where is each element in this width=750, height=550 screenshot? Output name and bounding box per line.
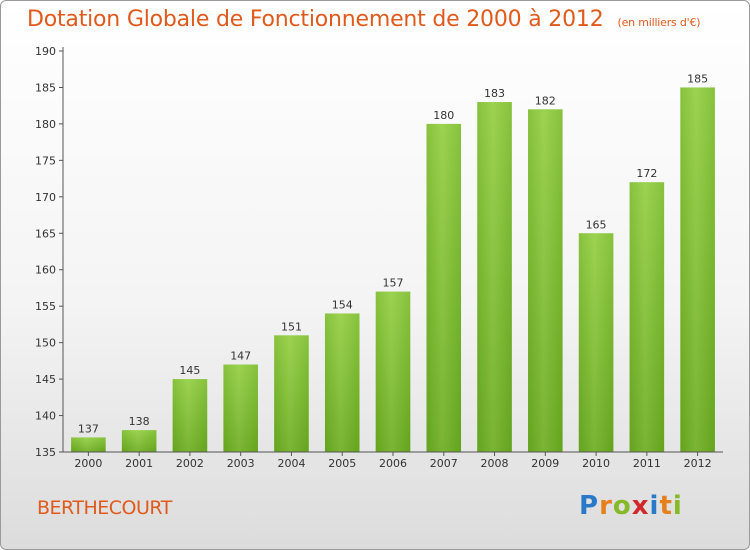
value-label: 182: [535, 94, 556, 107]
x-tick-label: 2003: [227, 457, 255, 470]
x-tick-label: 2004: [277, 457, 305, 470]
x-tick-label: 2011: [633, 457, 661, 470]
y-tick-label: 185: [35, 81, 56, 94]
value-label: 147: [230, 350, 251, 363]
logo-letter: t: [659, 491, 673, 521]
x-tick-label: 2001: [125, 457, 153, 470]
logo-letter: i: [672, 491, 683, 521]
bar-shine-2009: [528, 109, 563, 452]
y-tick-label: 140: [35, 410, 56, 423]
bar-shine-2008: [477, 102, 512, 452]
logo-letter: o: [612, 491, 632, 521]
logo-letter: x: [631, 491, 650, 521]
value-label: 157: [383, 277, 404, 290]
x-tick-label: 2008: [481, 457, 509, 470]
x-tick-label: 2000: [74, 457, 102, 470]
y-tick-label: 150: [35, 337, 56, 350]
value-label: 180: [433, 109, 454, 122]
value-label: 138: [129, 415, 150, 428]
bar-shine-2003: [223, 364, 258, 452]
bar-shine-2007: [426, 123, 462, 452]
value-label: 172: [636, 167, 657, 180]
x-tick-label: 2010: [582, 457, 610, 470]
chart-unit: (en milliers d'€): [617, 16, 701, 29]
y-tick-label: 160: [35, 264, 56, 277]
chart-title: Dotation Globale de Fonctionnement de 20…: [27, 7, 701, 32]
y-tick-label: 180: [35, 118, 56, 131]
logo-letter: P: [579, 491, 600, 521]
bar-shine-2006: [375, 291, 411, 452]
y-tick-label: 165: [35, 227, 56, 240]
value-label: 165: [586, 218, 607, 231]
x-tick-label: 2002: [176, 457, 204, 470]
commune-name: BERTHECOURT: [37, 497, 172, 519]
y-tick-label: 170: [35, 191, 56, 204]
value-label: 185: [687, 72, 708, 85]
x-tick-label: 2007: [430, 457, 458, 470]
x-tick-label: 2009: [531, 457, 559, 470]
value-label: 151: [281, 320, 302, 333]
y-tick-label: 175: [35, 154, 56, 167]
chart-title-text: Dotation Globale de Fonctionnement de 20…: [27, 7, 604, 32]
logo-letter: i: [649, 491, 660, 521]
x-tick-label: 2005: [328, 457, 356, 470]
logo-letter: r: [599, 491, 613, 521]
bar-shine-2004: [274, 335, 309, 452]
value-label: 137: [78, 422, 99, 435]
value-label: 183: [484, 87, 505, 100]
x-tick-label: 2006: [379, 457, 407, 470]
bar-shine-2005: [324, 313, 360, 452]
y-tick-label: 135: [35, 446, 56, 459]
y-tick-label: 155: [35, 300, 56, 313]
bar-shine-2010: [578, 233, 614, 452]
bar-shine-2001: [121, 430, 157, 452]
value-label: 145: [179, 364, 200, 377]
y-tick-label: 145: [35, 373, 56, 386]
x-tick-label: 2012: [684, 457, 712, 470]
y-tick-label: 190: [35, 45, 56, 58]
bar-shine-2002: [172, 379, 208, 452]
bar-shine-2011: [629, 182, 665, 452]
bar-shine-2000: [71, 437, 106, 452]
value-label: 154: [332, 298, 353, 311]
bar-shine-2012: [680, 87, 715, 453]
proxiti-logo: Proxiti: [579, 491, 683, 521]
